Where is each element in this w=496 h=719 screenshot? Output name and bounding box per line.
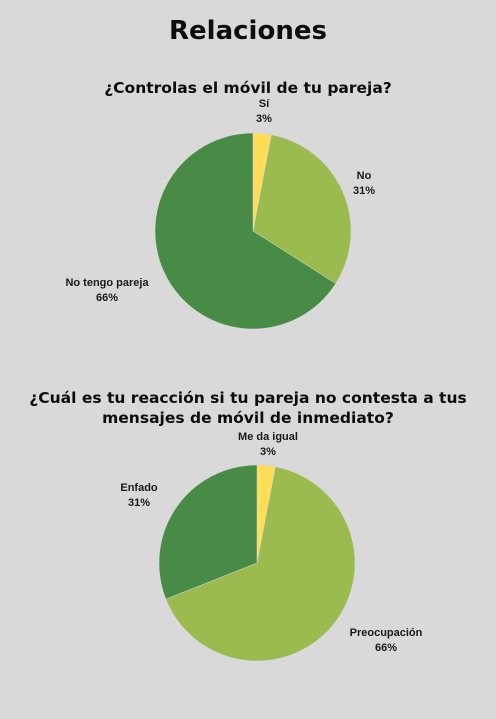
- slice-label-percent: 66%: [96, 292, 118, 304]
- chart-2-title: ¿Cuál es tu reacción si tu pareja no con…: [0, 388, 496, 428]
- slice-label-name: No tengo pareja: [65, 277, 149, 289]
- pie-slice-2-2: [165, 466, 356, 662]
- slice-label-name: Me da igual: [238, 431, 298, 443]
- data-label-2-1: Me da igual 3%: [238, 431, 298, 458]
- pie-slice-1-3: [154, 132, 337, 330]
- slice-label-percent: 66%: [375, 642, 397, 654]
- data-label-1-2: No 31%: [353, 170, 375, 197]
- slice-label-name: Enfado: [120, 482, 158, 494]
- slice-label-percent: 3%: [256, 113, 272, 125]
- chart-2-pie: Me da igual 3% Preocupación 66% Enfado 31%: [120, 431, 423, 662]
- slice-label-percent: 31%: [128, 497, 150, 509]
- slice-label-name: Sí: [259, 98, 270, 110]
- slice-label-name: Preocupación: [350, 627, 423, 639]
- pie-slice-2-3: [158, 464, 258, 600]
- slice-label-name: No: [357, 170, 372, 182]
- chart-2-title-line-1: ¿Cuál es tu reacción si tu pareja no con…: [29, 389, 467, 407]
- data-label-1-3: No tengo pareja 66%: [65, 277, 149, 304]
- slice-label-percent: 31%: [353, 185, 375, 197]
- slice-label-percent: 3%: [260, 446, 276, 458]
- chart-2-title-line-2: mensajes de móvil de inmediato?: [102, 409, 394, 427]
- page-title: Relaciones: [169, 16, 327, 46]
- data-label-2-3: Enfado 31%: [120, 482, 158, 509]
- chart-1-pie: Sí 3% No 31% No tengo pareja 66%: [65, 98, 375, 330]
- data-label-1-1: Sí 3%: [256, 98, 272, 125]
- chart-1-title: ¿Controlas el móvil de tu pareja?: [104, 79, 392, 97]
- data-label-2-2: Preocupación 66%: [350, 627, 423, 654]
